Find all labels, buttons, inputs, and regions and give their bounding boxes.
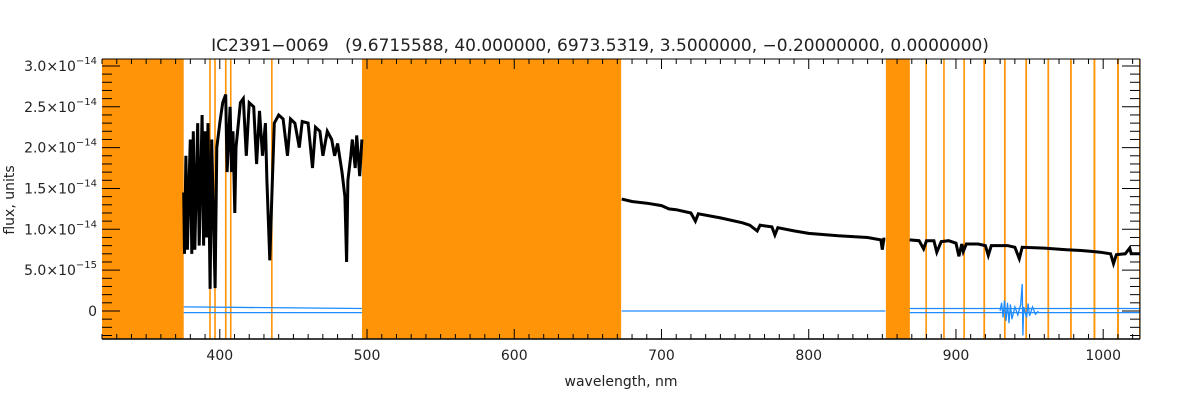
masked-region [943, 59, 945, 339]
y-tick-label: 0 [88, 304, 97, 320]
x-tick-label: 800 [795, 348, 822, 364]
y-tick-exponent: −14 [76, 56, 97, 67]
masked-region [1093, 59, 1096, 339]
masked-region [1025, 59, 1028, 339]
masked-region [885, 59, 910, 339]
y-tick-mantissa: 5.0×10 [24, 263, 76, 279]
y-tick-mantissa: 2.0×10 [24, 141, 76, 157]
masked-region [224, 59, 227, 339]
y-tick-mantissa: 1.5×10 [24, 181, 76, 197]
masked-region [1138, 59, 1140, 339]
y-tick-labels: 05.0×10−151.0×10−141.5×10−142.0×10−142.5… [24, 56, 97, 320]
chart-title: IC2391−0069 (9.6715588, 40.000000, 6973.… [211, 36, 989, 56]
x-tick-label: 600 [501, 348, 528, 364]
y-axis-label: flux, units [2, 165, 18, 234]
y-tick-exponent: −14 [76, 219, 97, 230]
y-tick-exponent: −14 [76, 138, 97, 149]
x-tick-label: 900 [943, 348, 970, 364]
y-tick-mantissa: 0 [88, 304, 97, 320]
flux-line [909, 238, 1140, 269]
masked-region [1047, 59, 1050, 339]
x-axis-label: wavelength, nm [565, 374, 678, 390]
axis-ticks [101, 59, 1140, 339]
masked-region [1003, 59, 1006, 339]
y-tick-mantissa: 3.0×10 [24, 59, 76, 75]
masked-region [983, 59, 986, 339]
masked-region [925, 59, 927, 339]
y-tick-label: 1.0×10−14 [24, 219, 97, 238]
error-line [999, 283, 1039, 336]
masked-region [102, 59, 184, 339]
masked-region [963, 59, 965, 339]
error-line [183, 306, 362, 310]
y-tick-label: 2.5×10−14 [24, 97, 97, 116]
y-tick-mantissa: 1.0×10 [24, 222, 76, 238]
x-tick-label: 700 [648, 348, 675, 364]
y-tick-mantissa: 2.5×10 [24, 100, 76, 116]
x-tick-label: 500 [354, 348, 381, 364]
x-tick-label: 400 [206, 348, 233, 364]
y-tick-label: 2.0×10−14 [24, 138, 97, 157]
series-lines [182, 93, 1140, 336]
y-tick-label: 1.5×10−14 [24, 178, 97, 197]
x-tick-labels: 400 500 600 700 800 900 1000 [206, 348, 1121, 364]
masked-region [1117, 59, 1119, 339]
y-tick-label: 5.0×10−15 [24, 260, 97, 279]
masked-region [1070, 59, 1072, 339]
y-tick-exponent: −15 [76, 260, 97, 271]
flux-line [621, 197, 886, 250]
y-tick-label: 3.0×10−14 [24, 56, 97, 75]
y-tick-exponent: −14 [76, 178, 97, 189]
x-tick-label: 1000 [1085, 348, 1121, 364]
flux-line [182, 93, 364, 289]
masked-region [229, 59, 232, 339]
masked-regions [102, 59, 1140, 339]
masked-region [362, 59, 622, 339]
y-tick-exponent: −14 [76, 97, 97, 108]
